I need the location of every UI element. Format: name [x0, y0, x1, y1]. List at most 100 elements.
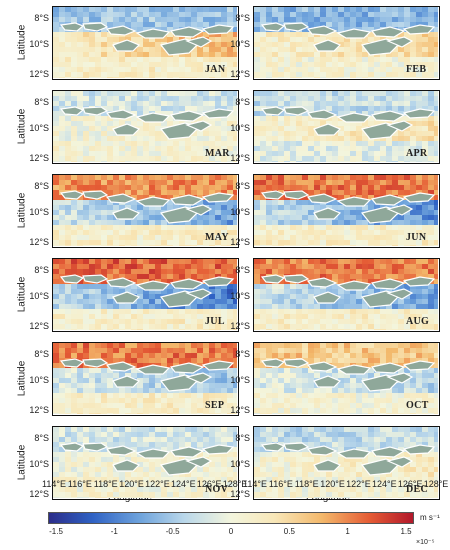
field-cell — [65, 324, 71, 329]
field-cell — [119, 22, 125, 27]
field-cell — [350, 413, 356, 414]
field-cell — [404, 96, 410, 101]
lat-tick: 12°S — [230, 237, 250, 247]
field-cell — [380, 175, 386, 180]
field-cell — [119, 269, 125, 274]
field-cell — [320, 62, 326, 67]
island-3 — [306, 25, 338, 36]
field-cell — [320, 264, 326, 269]
field-cell — [320, 373, 326, 378]
field-cell — [422, 180, 428, 185]
field-cell — [185, 235, 191, 240]
field-cell — [155, 180, 161, 185]
field-cell — [71, 235, 77, 240]
field-cell — [362, 403, 368, 408]
field-cell — [254, 413, 260, 414]
field-cell — [107, 378, 113, 383]
field-cell — [95, 343, 101, 348]
field-cell — [422, 141, 428, 146]
field-cell — [404, 353, 410, 358]
field-cell — [119, 12, 125, 17]
field-cell — [326, 348, 332, 353]
field-cell — [221, 230, 227, 235]
field-cell — [320, 348, 326, 353]
field-cell — [374, 7, 380, 12]
field-cell — [404, 146, 410, 151]
field-cell — [428, 32, 434, 37]
field-cell — [209, 225, 215, 230]
island-7 — [112, 39, 141, 52]
field-cell — [422, 116, 428, 121]
field-cell — [374, 72, 380, 77]
field-cell — [332, 413, 338, 414]
field-cell — [107, 57, 113, 62]
field-cell — [344, 161, 350, 162]
field-cell — [197, 353, 203, 358]
field-cell — [308, 289, 314, 294]
field-cell — [185, 190, 191, 195]
field-cell — [296, 151, 302, 156]
field-cell — [302, 220, 308, 225]
field-cell — [350, 245, 356, 246]
lat-tick: 10°S — [29, 375, 49, 385]
field-cell — [434, 146, 438, 151]
field-cell — [308, 294, 314, 299]
field-cell — [290, 245, 296, 246]
field-cell — [374, 17, 380, 22]
field-cell — [296, 131, 302, 136]
field-cell — [113, 225, 119, 230]
field-cell — [137, 383, 143, 388]
field-cell — [59, 220, 65, 225]
field-cell — [350, 185, 356, 190]
field-cell — [338, 264, 344, 269]
field-cell — [131, 111, 137, 116]
field-cell — [221, 373, 227, 378]
field-cell — [254, 67, 260, 72]
field-cell — [77, 12, 83, 17]
field-cell — [179, 12, 185, 17]
island-3 — [306, 277, 338, 288]
field-cell — [290, 136, 296, 141]
field-cell — [233, 91, 237, 96]
field-cell — [125, 343, 131, 348]
field-cell — [197, 319, 203, 324]
field-cell — [284, 7, 290, 12]
island-3 — [306, 361, 338, 372]
field-cell — [266, 146, 272, 151]
field-cell — [386, 12, 392, 17]
field-cell — [185, 22, 191, 27]
field-cell — [119, 175, 125, 180]
field-cell — [143, 195, 149, 200]
field-cell — [344, 37, 350, 42]
field-cell — [167, 62, 173, 67]
field-cell — [53, 309, 59, 314]
field-cell — [374, 57, 380, 62]
field-cell — [161, 7, 167, 12]
field-cell — [254, 215, 260, 220]
field-cell — [416, 146, 422, 151]
field-cell — [197, 131, 203, 136]
field-cell — [233, 27, 237, 32]
field-cell — [83, 17, 89, 22]
field-cell — [203, 245, 209, 246]
field-cell — [302, 343, 308, 348]
field-cell — [386, 7, 392, 12]
field-cell — [380, 329, 386, 330]
field-cell — [356, 190, 362, 195]
field-cell — [326, 141, 332, 146]
field-cell — [173, 235, 179, 240]
field-cell — [113, 91, 119, 96]
field-cell — [107, 22, 113, 27]
field-cell — [167, 284, 173, 289]
field-cell — [422, 131, 428, 136]
field-cell — [338, 363, 344, 368]
field-cell — [185, 91, 191, 96]
field-cell — [59, 324, 65, 329]
field-cell — [410, 284, 416, 289]
field-cell — [59, 27, 65, 32]
field-cell — [380, 180, 386, 185]
field-cell — [320, 220, 326, 225]
field-cell — [332, 398, 338, 403]
field-cell — [296, 215, 302, 220]
field-cell — [410, 378, 416, 383]
